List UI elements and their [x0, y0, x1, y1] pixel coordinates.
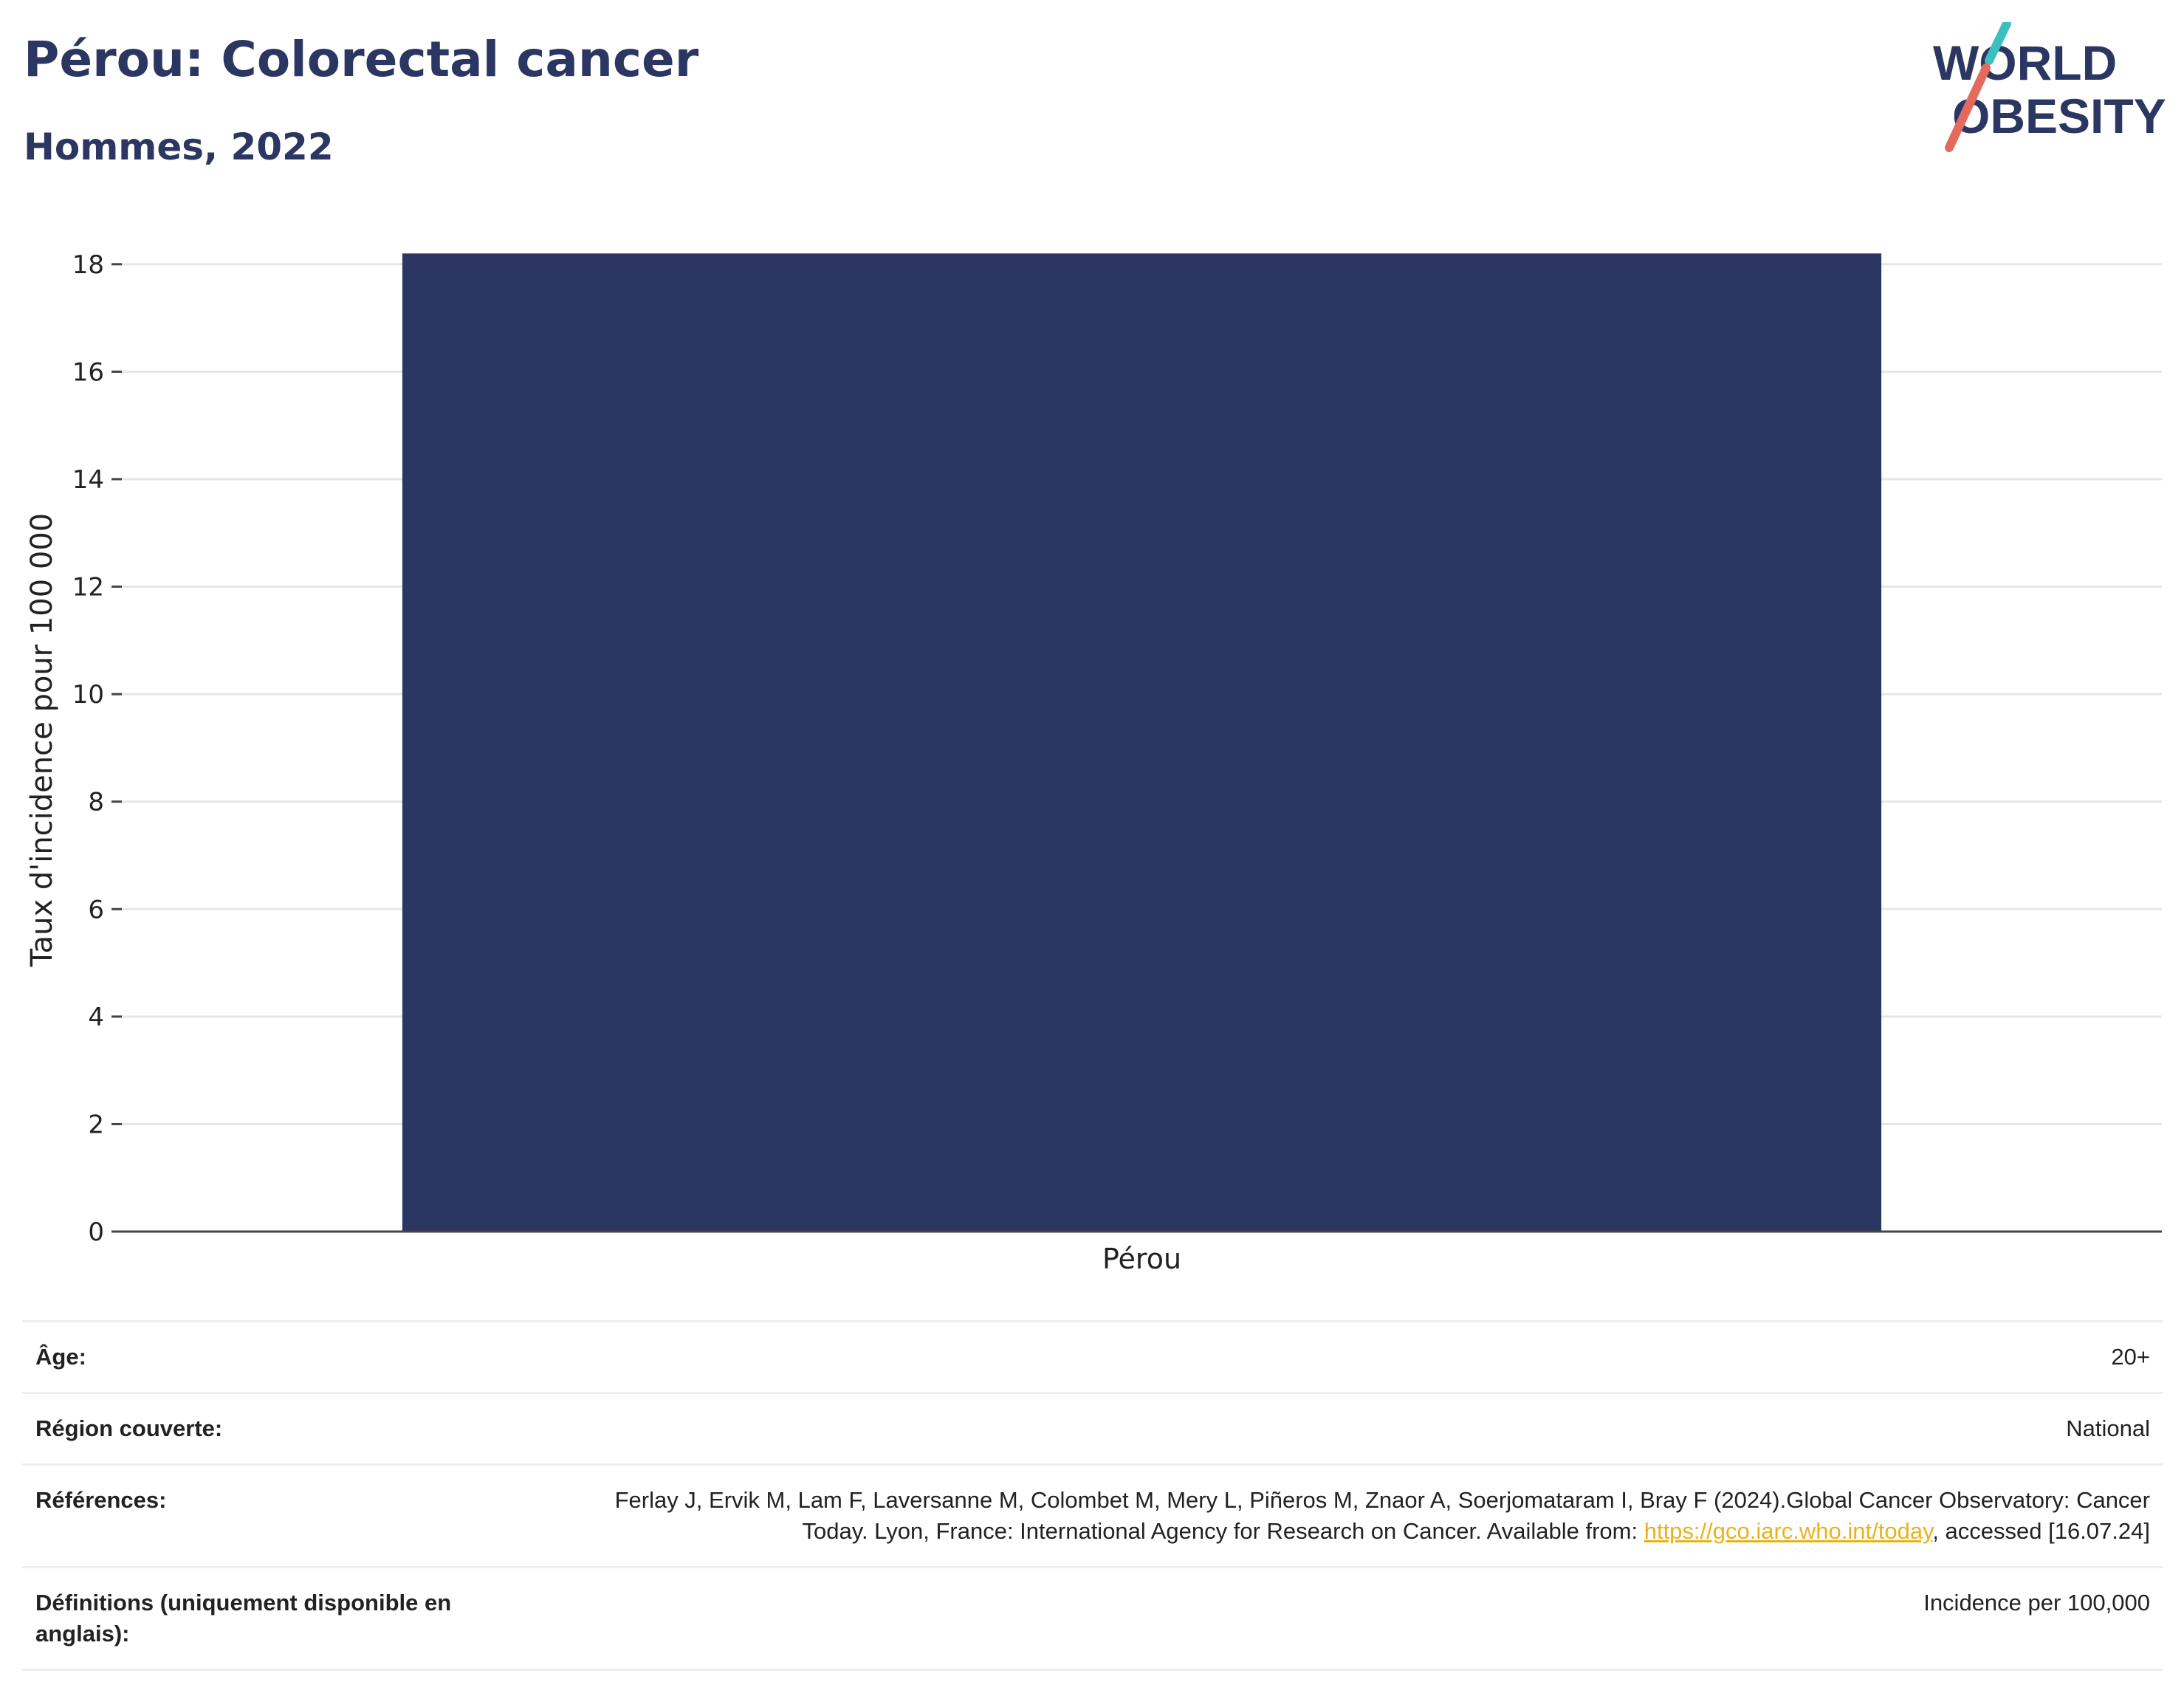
page-subtitle: Hommes, 2022: [24, 126, 334, 168]
meta-row-region: Région couverte: National: [22, 1394, 2163, 1466]
meta-row-references: Références: Ferlay J, Ervik M, Lam F, La…: [22, 1466, 2163, 1568]
meta-label-region: Région couverte:: [35, 1415, 223, 1441]
y-tick-label: 18: [72, 250, 104, 280]
x-axis-ticks: Pérou: [1102, 1243, 1181, 1275]
meta-row-definitions: Définitions (uniquement disponible en an…: [22, 1568, 2163, 1671]
logo-stroke-teal: [1985, 22, 2011, 65]
y-tick-label: 16: [72, 357, 104, 387]
meta-value-age: 20+: [2111, 1344, 2150, 1370]
page-title: Pérou: Colorectal cancer: [24, 31, 699, 88]
meta-value-references: Ferlay J, Ervik M, Lam F, Laversanne M, …: [523, 1485, 2150, 1547]
meta-value-region: National: [2066, 1415, 2150, 1441]
y-tick-label: 10: [72, 680, 104, 710]
bar-chart: 0 2 4 6 8 10 12 14 16 18 Pérou Taux d'incidence p…: [25, 250, 2162, 1275]
metadata-table: Âge: 20+ Région couverte: National Référ…: [22, 1320, 2163, 1671]
meta-label-definitions: Définitions (uniquement disponible en an…: [35, 1590, 452, 1647]
bar-Pérou: [402, 253, 1882, 1232]
references-text: Ferlay J, Ervik M, Lam F, Laversanne M, …: [614, 1487, 2150, 1544]
y-tick-label: 4: [88, 1003, 104, 1032]
y-tick-label: 2: [88, 1110, 104, 1139]
world-obesity-logo: WORLD OBESITY: [1933, 22, 2166, 152]
y-tick-label: 0: [88, 1218, 104, 1247]
references-link[interactable]: https://gco.iarc.who.int/today: [1644, 1518, 1933, 1544]
y-tick-label: 6: [88, 895, 104, 924]
logo-word-1: WORLD: [1933, 35, 2117, 90]
y-tick-label: 8: [88, 788, 104, 817]
y-axis-ticks: 0 2 4 6 8 10 12 14 16 18: [72, 250, 122, 1247]
meta-row-age: Âge: 20+: [22, 1322, 2163, 1394]
x-tick-label: Pérou: [1102, 1243, 1181, 1275]
y-tick-label: 12: [72, 573, 104, 602]
logo-word-2: OBESITY: [1952, 89, 2166, 143]
meta-label-references: Références:: [35, 1487, 167, 1513]
logo-stroke-coral: [1945, 63, 1991, 152]
y-axis-label: Taux d'incidence pour 100 000: [25, 513, 59, 967]
meta-value-definitions: Incidence per 100,000: [1923, 1590, 2150, 1616]
y-tick-label: 14: [72, 465, 104, 495]
chart-bars: [402, 253, 1882, 1232]
references-accessed: , accessed [16.07.24]: [1932, 1518, 2150, 1544]
meta-label-age: Âge:: [35, 1344, 86, 1370]
